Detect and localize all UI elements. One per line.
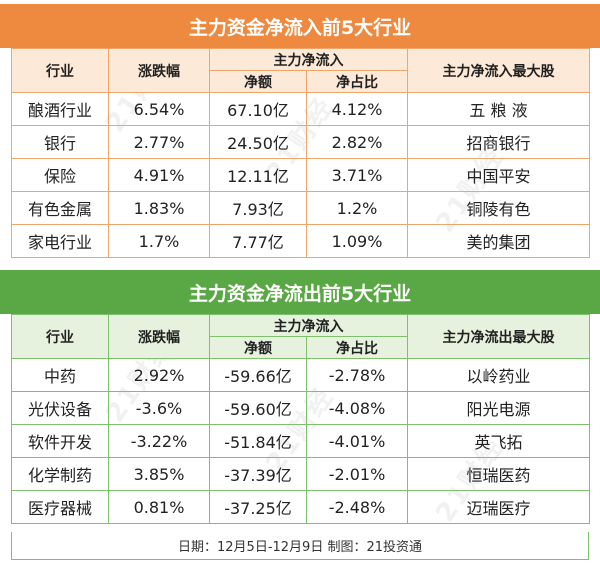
net-amount-cell: 12.11亿 (209, 158, 307, 192)
table-row: 家电行业 1.7% 7.77亿 1.09% 美的集团 (11, 224, 590, 258)
inflow-table: 行业 涨跌幅 主力净流入 主力净流入最大股 净额 净占比 酿酒行业 6.54% … (11, 48, 590, 258)
header-industry: 行业 (11, 48, 109, 93)
net-ratio-cell: 1.2% (306, 191, 408, 225)
change-cell: 3.85% (108, 457, 210, 491)
net-ratio-cell: -2.48% (306, 490, 408, 524)
header-net-amount: 净额 (209, 336, 307, 359)
top-stock-cell: 五 粮 液 (407, 92, 590, 126)
table-row: 有色金属 1.83% 7.93亿 1.2% 铜陵有色 (11, 191, 590, 225)
net-ratio-cell: -4.08% (306, 391, 408, 425)
net-ratio-cell: 3.71% (306, 158, 408, 192)
net-amount-cell: -59.66亿 (209, 358, 307, 392)
net-amount-cell: 24.50亿 (209, 125, 307, 159)
net-ratio-cell: -4.01% (306, 424, 408, 458)
change-cell: 2.92% (108, 358, 210, 392)
footer-note: 日期：12月5日-12月9日 制图：21投资通 (11, 532, 589, 560)
header-net-amount: 净额 (209, 70, 307, 93)
inflow-title: 主力资金净流入前5大行业 (0, 4, 600, 48)
table-row: 医疗器械 0.81% -37.25亿 -2.48% 迈瑞医疗 (11, 490, 590, 524)
outflow-table: 行业 涨跌幅 主力净流入 主力净流出最大股 净额 净占比 中药 2.92% -5… (11, 314, 590, 524)
header-change: 涨跌幅 (108, 48, 210, 93)
top-stock-cell: 恒瑞医药 (407, 457, 590, 491)
top-stock-cell: 迈瑞医疗 (407, 490, 590, 524)
industry-cell: 酿酒行业 (11, 92, 109, 126)
top-stock-cell: 铜陵有色 (407, 191, 590, 225)
top-stock-cell: 阳光电源 (407, 391, 590, 425)
header-change: 涨跌幅 (108, 314, 210, 359)
top-stock-cell: 英飞拓 (407, 424, 590, 458)
header-industry: 行业 (11, 314, 109, 359)
change-cell: 4.91% (108, 158, 210, 192)
header-net-group: 主力净流入 (209, 48, 408, 71)
header-net-ratio: 净占比 (306, 336, 408, 359)
net-ratio-cell: 2.82% (306, 125, 408, 159)
top-stock-cell: 招商银行 (407, 125, 590, 159)
industry-cell: 家电行业 (11, 224, 109, 258)
table-row: 酿酒行业 6.54% 67.10亿 4.12% 五 粮 液 (11, 92, 590, 126)
industry-cell: 保险 (11, 158, 109, 192)
net-ratio-cell: 4.12% (306, 92, 408, 126)
top-stock-cell: 美的集团 (407, 224, 590, 258)
change-cell: 0.81% (108, 490, 210, 524)
industry-cell: 中药 (11, 358, 109, 392)
table-row: 银行 2.77% 24.50亿 2.82% 招商银行 (11, 125, 590, 159)
industry-cell: 医疗器械 (11, 490, 109, 524)
change-cell: -3.6% (108, 391, 210, 425)
top-stock-cell: 以岭药业 (407, 358, 590, 392)
change-cell: 1.7% (108, 224, 210, 258)
industry-cell: 化学制药 (11, 457, 109, 491)
change-cell: -3.22% (108, 424, 210, 458)
net-ratio-cell: -2.78% (306, 358, 408, 392)
net-ratio-cell: -2.01% (306, 457, 408, 491)
header-top-stock: 主力净流出最大股 (407, 314, 590, 359)
table-row: 光伏设备 -3.6% -59.60亿 -4.08% 阳光电源 (11, 391, 590, 425)
change-cell: 2.77% (108, 125, 210, 159)
net-amount-cell: -37.25亿 (209, 490, 307, 524)
change-cell: 6.54% (108, 92, 210, 126)
table-row: 中药 2.92% -59.66亿 -2.78% 以岭药业 (11, 358, 590, 392)
net-amount-cell: -59.60亿 (209, 391, 307, 425)
table-row: 化学制药 3.85% -37.39亿 -2.01% 恒瑞医药 (11, 457, 590, 491)
industry-cell: 银行 (11, 125, 109, 159)
table-row: 软件开发 -3.22% -51.84亿 -4.01% 英飞拓 (11, 424, 590, 458)
change-cell: 1.83% (108, 191, 210, 225)
net-amount-cell: 67.10亿 (209, 92, 307, 126)
header-net-ratio: 净占比 (306, 70, 408, 93)
industry-cell: 光伏设备 (11, 391, 109, 425)
net-amount-cell: -37.39亿 (209, 457, 307, 491)
top-stock-cell: 中国平安 (407, 158, 590, 192)
net-amount-cell: 7.93亿 (209, 191, 307, 225)
header-top-stock: 主力净流入最大股 (407, 48, 590, 93)
net-amount-cell: -51.84亿 (209, 424, 307, 458)
table-row: 保险 4.91% 12.11亿 3.71% 中国平安 (11, 158, 590, 192)
header-net-group: 主力净流入 (209, 314, 408, 337)
net-ratio-cell: 1.09% (306, 224, 408, 258)
outflow-title: 主力资金净流出前5大行业 (0, 270, 600, 314)
industry-cell: 软件开发 (11, 424, 109, 458)
net-amount-cell: 7.77亿 (209, 224, 307, 258)
industry-cell: 有色金属 (11, 191, 109, 225)
